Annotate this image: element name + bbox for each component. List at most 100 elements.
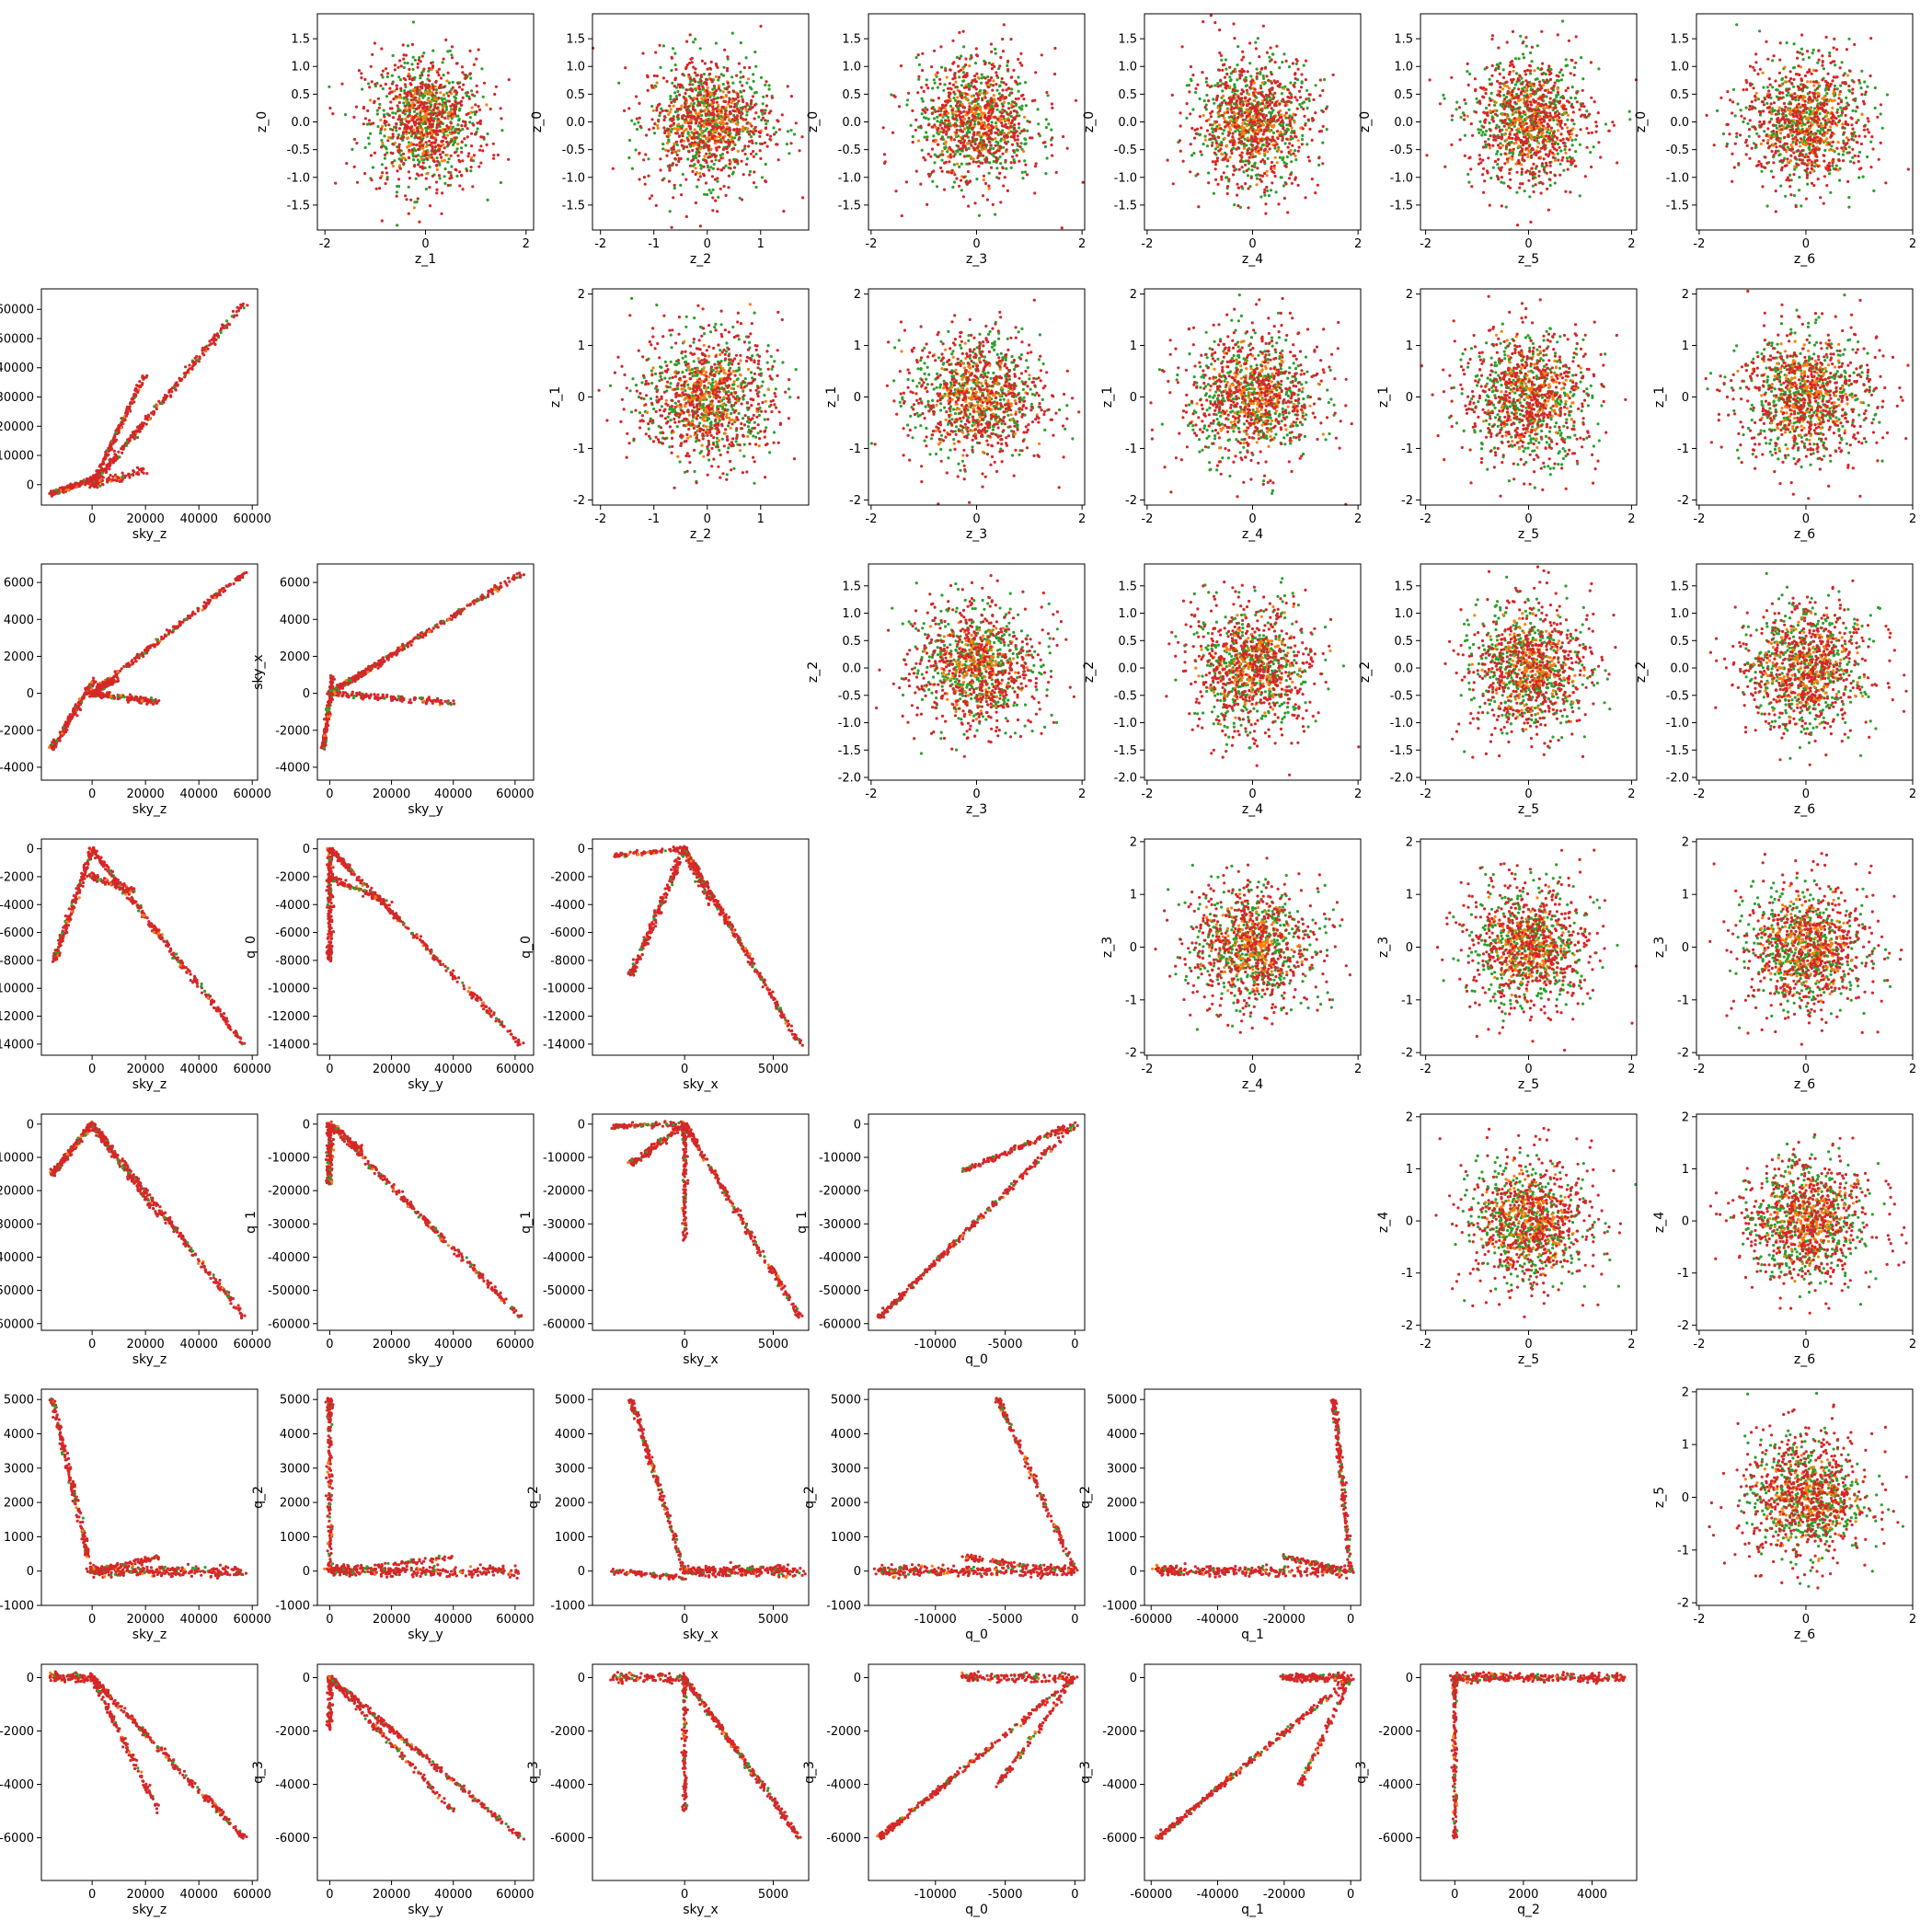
data-point [385, 151, 389, 155]
data-point [980, 81, 983, 85]
data-point [907, 91, 911, 95]
data-point [1265, 185, 1269, 190]
data-point [942, 128, 946, 132]
data-point [1241, 50, 1245, 53]
data-point [1002, 23, 1006, 27]
data-point [1266, 118, 1270, 121]
data-point [960, 94, 964, 98]
data-point [743, 152, 747, 156]
data-point [425, 156, 429, 160]
data-point [461, 127, 465, 132]
data-point [380, 163, 384, 167]
data-point [995, 140, 998, 144]
data-point [672, 121, 676, 125]
data-point [716, 177, 719, 180]
data-point [989, 42, 993, 46]
data-point [1013, 161, 1017, 165]
data-point [694, 71, 697, 75]
data-point [691, 155, 696, 158]
y-axis-label: z_0 [806, 111, 821, 132]
data-point [376, 125, 380, 129]
data-point [739, 116, 743, 120]
data-point [1508, 151, 1512, 155]
data-point [1044, 118, 1048, 121]
data-point [933, 153, 937, 156]
data-point [711, 196, 715, 200]
data-point [1592, 145, 1595, 149]
data-point [685, 63, 689, 67]
data-point [717, 139, 720, 143]
data-point [415, 107, 419, 110]
data-point [407, 90, 410, 94]
data-point [1268, 130, 1271, 133]
data-point [381, 69, 385, 73]
data-point [404, 85, 408, 89]
data-point [628, 138, 632, 143]
data-point [1233, 37, 1236, 40]
data-point [460, 65, 465, 69]
data-point [1284, 182, 1288, 186]
data-point [744, 108, 748, 111]
data-point [379, 84, 383, 87]
data-point [1280, 150, 1283, 154]
x-tick-label: -2 [1141, 237, 1153, 251]
data-point [703, 192, 707, 196]
data-point [949, 87, 953, 91]
data-point [953, 117, 957, 121]
data-point [1034, 71, 1038, 75]
data-point [456, 82, 460, 86]
data-point [1233, 203, 1236, 207]
data-point [1237, 137, 1241, 141]
data-point [981, 144, 984, 147]
data-point [743, 105, 747, 109]
data-point [1262, 160, 1267, 164]
data-point [426, 125, 430, 129]
data-point [1266, 104, 1270, 108]
data-point [983, 181, 988, 186]
data-point [695, 156, 698, 160]
data-point [989, 132, 993, 135]
data-point [712, 162, 716, 167]
data-point [1211, 131, 1214, 134]
data-point [411, 20, 415, 24]
data-point [480, 135, 484, 139]
data-point [1513, 57, 1518, 61]
data-point [749, 152, 753, 155]
data-point [478, 148, 482, 152]
data-point [1255, 115, 1259, 119]
data-point [385, 171, 389, 175]
data-point [882, 153, 887, 156]
data-point [1289, 81, 1293, 85]
data-point [753, 125, 757, 129]
data-point [416, 87, 420, 91]
data-point [437, 174, 441, 178]
data-point [1244, 159, 1248, 163]
data-point [1006, 101, 1011, 105]
data-point [1195, 127, 1200, 131]
data-point [1300, 137, 1305, 142]
data-point [371, 52, 374, 56]
data-point [694, 38, 697, 41]
data-point [1260, 120, 1264, 123]
data-point [1179, 124, 1182, 128]
data-point [437, 123, 441, 127]
data-point [696, 101, 701, 105]
data-point [670, 225, 673, 229]
data-point [700, 114, 704, 118]
data-point [1251, 114, 1255, 118]
data-point [405, 198, 408, 201]
data-point [926, 123, 931, 127]
data-point [1294, 62, 1298, 65]
data-point [454, 100, 457, 104]
data-point [637, 121, 640, 124]
data-point [418, 121, 421, 125]
data-point [376, 97, 380, 100]
data-point [468, 121, 472, 124]
data-point [742, 75, 745, 78]
data-point [964, 148, 968, 152]
data-point [362, 105, 366, 109]
data-point [357, 69, 361, 73]
data-point [1285, 127, 1289, 131]
data-point [420, 91, 423, 95]
data-point [396, 104, 399, 108]
